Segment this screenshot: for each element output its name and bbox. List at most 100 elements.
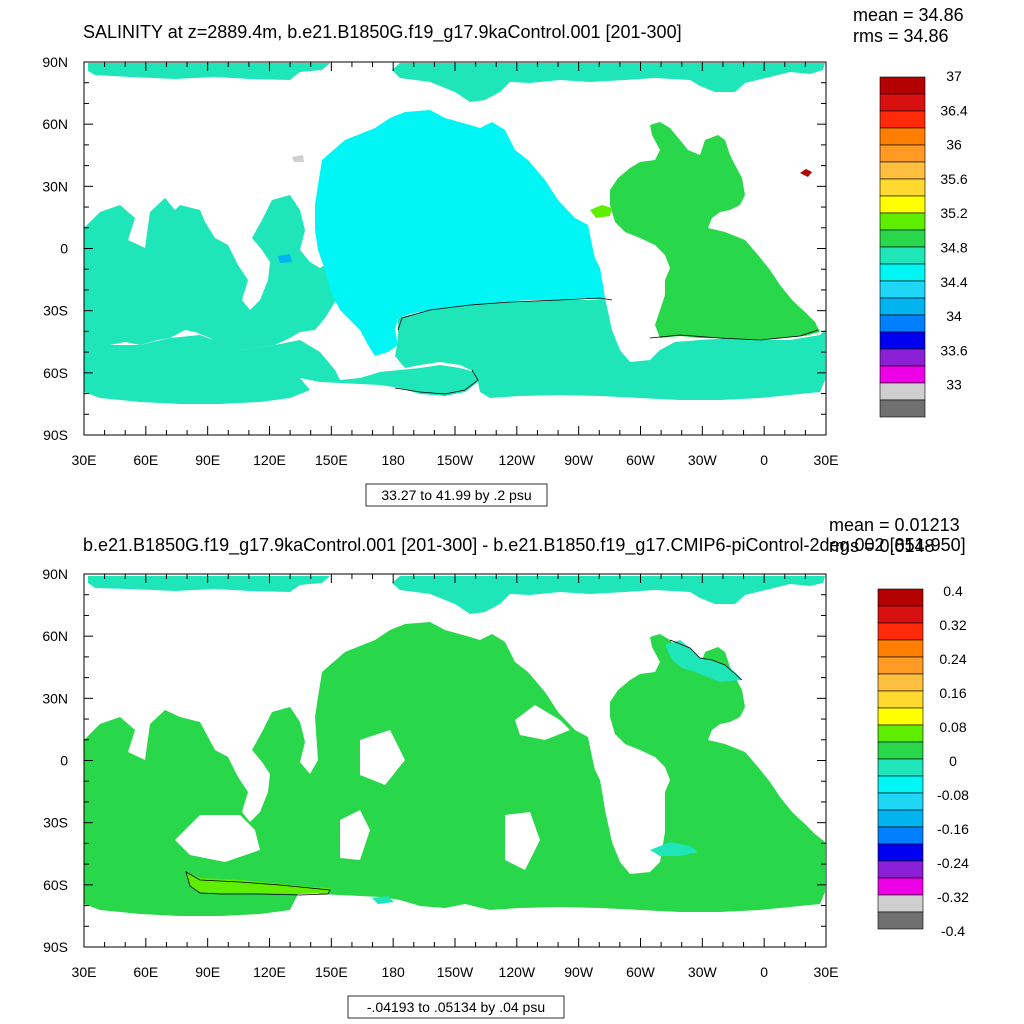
x-tick-label: 30E	[814, 964, 839, 980]
panel1-tick-marks	[83, 61, 827, 436]
x-tick-label: 120W	[499, 964, 536, 980]
panel1-legend: 37 36.4 36 35.6 35.2 34.8 34.4 34 33.6 33	[879, 68, 968, 418]
legend-swatch	[877, 639, 924, 658]
x-tick-label: 150W	[437, 452, 474, 468]
x-tick-label: 30E	[72, 452, 97, 468]
legend-label: 0.16	[939, 685, 966, 701]
panel-difference: b.e21.B1850G.f19_g17.9kaControl.001 [201…	[42, 515, 969, 1019]
legend-label: -0.16	[937, 821, 969, 837]
x-tick-label: 30E	[814, 452, 839, 468]
x-tick-label: 60W	[626, 964, 656, 980]
panel1-contour-line	[649, 329, 819, 341]
legend-label: 33	[946, 377, 962, 393]
legend-swatch	[877, 758, 924, 777]
x-tick-label: 90E	[195, 964, 220, 980]
legend-swatch	[877, 775, 924, 794]
panel1-y-tick-labels: 90N 60N 30N 0 30S 60S 90S	[42, 54, 68, 443]
legend-swatch	[877, 860, 924, 879]
legend-swatch	[879, 399, 926, 418]
x-tick-label: 150W	[437, 964, 474, 980]
y-tick-label: 30S	[43, 303, 68, 319]
y-tick-label: 90S	[43, 427, 68, 443]
panel1-grey-spot	[292, 155, 304, 162]
panel1-caribbean-spot	[590, 205, 612, 218]
legend-swatch	[879, 212, 926, 231]
panel1-title: SALINITY at z=2889.4m, b.e21.B1850G.f19_…	[83, 22, 682, 43]
panel1-mean: mean = 34.86	[853, 5, 964, 25]
legend-label: 37	[946, 68, 962, 84]
x-tick-label: 90W	[564, 964, 594, 980]
y-tick-label: 60S	[43, 365, 68, 381]
legend-swatch	[879, 144, 926, 163]
x-tick-label: 60E	[133, 452, 158, 468]
legend-label: 35.2	[940, 205, 967, 221]
y-tick-label: 60N	[42, 116, 68, 132]
panel1-region-atlantic	[610, 122, 820, 340]
panel1-contour-line	[397, 297, 613, 331]
panel1-region-mediterranean	[800, 169, 812, 177]
y-tick-label: 60N	[42, 628, 68, 644]
y-tick-label: 90N	[42, 54, 68, 70]
legend-swatch	[879, 76, 926, 95]
x-tick-label: 30W	[688, 452, 718, 468]
legend-swatch	[877, 690, 924, 709]
panel1-region-southern	[84, 298, 825, 404]
legend-swatch	[879, 178, 926, 197]
legend-label: -0.32	[937, 889, 969, 905]
legend-label: 0	[949, 753, 957, 769]
panel2-mean: mean = 0.01213	[829, 515, 960, 535]
panel2-land-mask	[175, 705, 570, 870]
legend-swatch	[877, 809, 924, 828]
panel2-region-arctic	[88, 576, 825, 614]
x-tick-label: 0	[760, 452, 768, 468]
x-tick-label: 90E	[195, 452, 220, 468]
panel2-title: b.e21.B1850G.f19_g17.9kaControl.001 [201…	[83, 535, 966, 556]
legend-label: 34	[946, 308, 962, 324]
panel2-y-tick-labels: 90N 60N 30N 0 30S 60S 90S	[42, 566, 68, 955]
legend-label: 34.8	[940, 240, 967, 256]
panel2-info-box	[347, 995, 565, 1019]
legend-swatch	[877, 826, 924, 845]
panel1-x-tick-labels: 30E 60E 90E 120E 150E 180 150W 120W 90W 60W 30W 0 30…	[72, 452, 839, 468]
panel1-info-text: 33.27 to 41.99 by .2 psu	[381, 487, 531, 503]
x-tick-label: 60W	[626, 452, 656, 468]
x-tick-label: 120E	[253, 964, 286, 980]
legend-swatch	[879, 331, 926, 350]
panel2-map	[84, 576, 825, 916]
legend-label: -0.4	[941, 923, 965, 939]
y-tick-label: 0	[60, 241, 68, 257]
panel1-region-pacific	[315, 110, 605, 356]
legend-swatch	[877, 656, 924, 675]
legend-swatch	[879, 127, 926, 146]
legend-swatch	[879, 382, 926, 401]
x-tick-label: 30E	[72, 964, 97, 980]
legend-swatch	[879, 314, 926, 333]
panel2-region-global-ocean	[84, 622, 825, 916]
y-tick-label: 90S	[43, 939, 68, 955]
legend-swatch	[877, 724, 924, 743]
x-tick-label: 180	[381, 452, 405, 468]
panel2-tick-marks	[83, 573, 827, 948]
y-tick-label: 0	[60, 753, 68, 769]
panel2-region-labrador	[372, 640, 742, 904]
panel2-contour-line	[185, 871, 331, 896]
legend-swatch	[879, 348, 926, 367]
legend-swatch	[879, 229, 926, 248]
y-tick-label: 30S	[43, 815, 68, 831]
panel1-contour-line	[394, 369, 479, 395]
y-tick-label: 30N	[42, 178, 68, 194]
panel1-blue-spot	[278, 254, 292, 263]
legend-label: 36	[946, 137, 962, 153]
panel2-contour-line	[669, 639, 743, 681]
legend-swatch	[879, 93, 926, 112]
legend-swatch	[877, 894, 924, 913]
y-tick-label: 90N	[42, 566, 68, 582]
legend-label: 34.4	[940, 274, 967, 290]
legend-swatch	[879, 110, 926, 129]
panel2-legend: 0.4 0.32 0.24 0.16 0.08 0 -0.08 -0.16 -0.24 -0.32…	[877, 583, 969, 939]
x-tick-label: 120E	[253, 452, 286, 468]
x-tick-label: 30W	[688, 964, 718, 980]
legend-swatch	[879, 263, 926, 282]
legend-label: 0.4	[943, 583, 963, 599]
